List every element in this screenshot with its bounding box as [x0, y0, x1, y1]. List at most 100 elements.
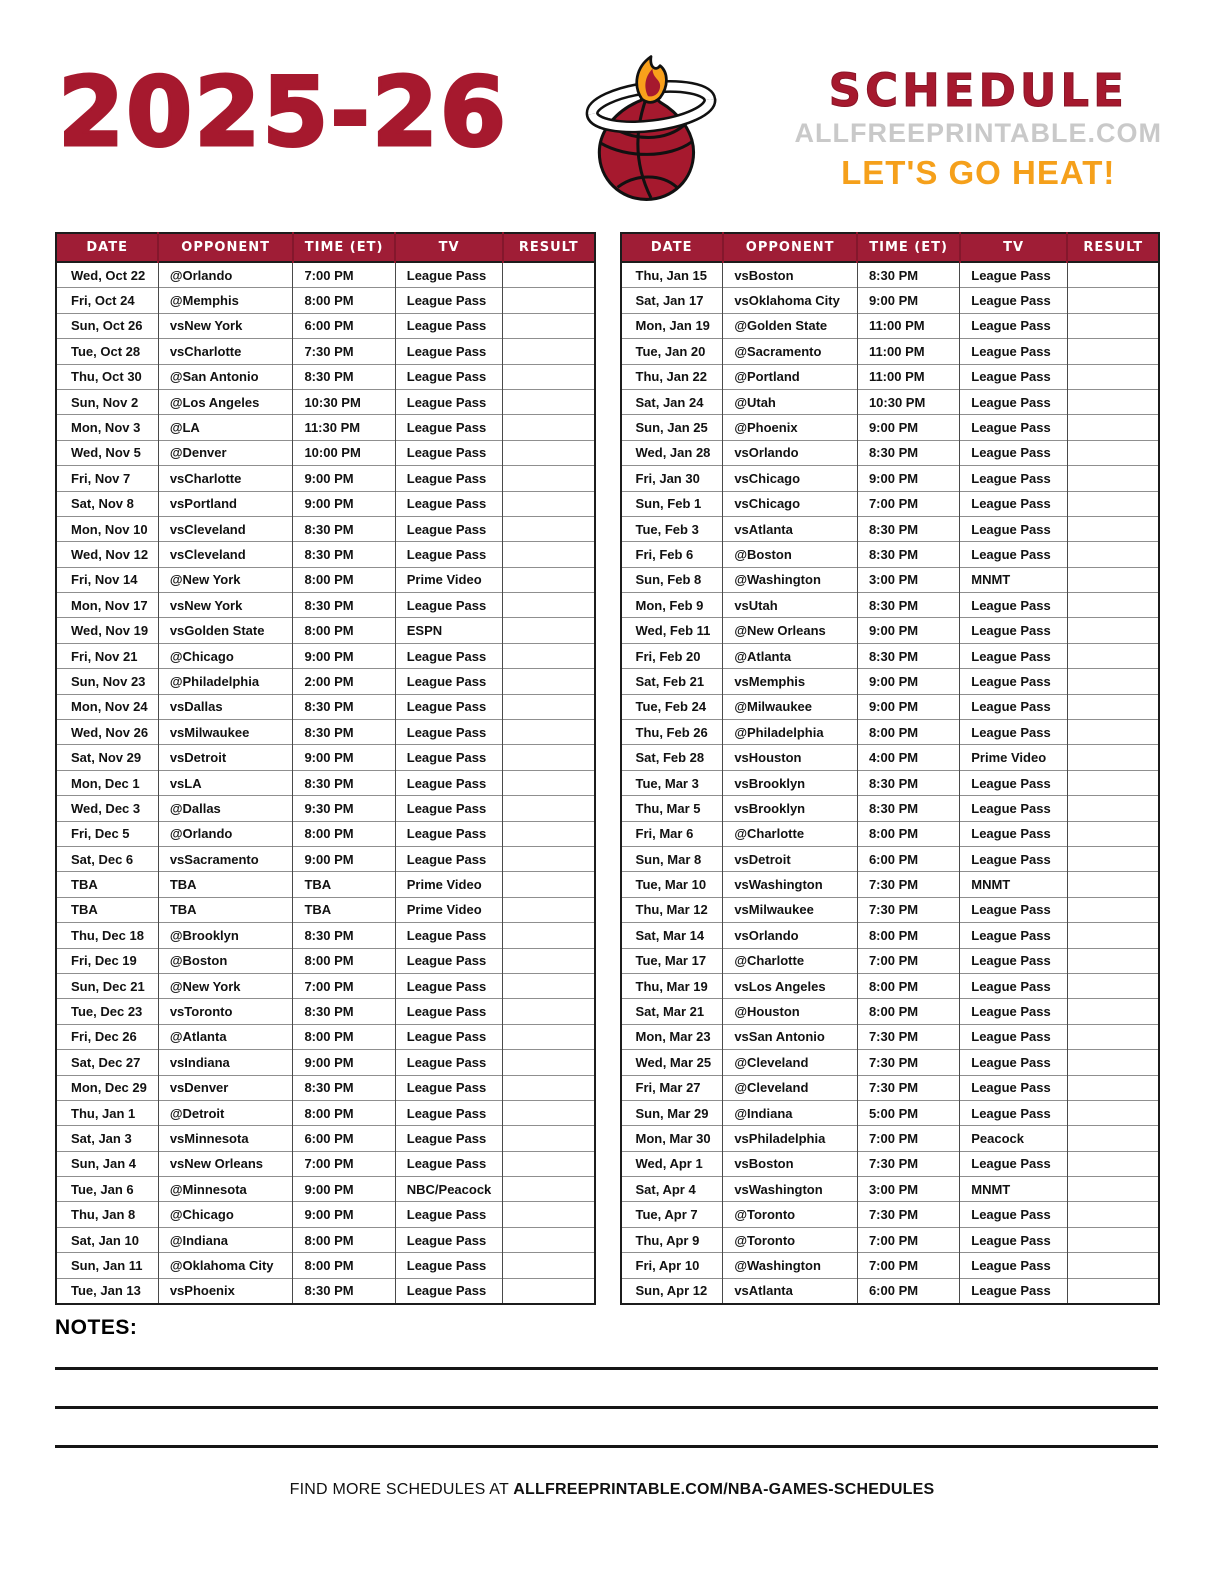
result-cell	[1066, 312, 1159, 339]
table-row: TBA TBA TBA Prime Video	[56, 896, 595, 923]
notes-label: NOTES:	[55, 1316, 138, 1340]
result-cell	[502, 617, 595, 644]
tv-cell: NBC/Peacock	[394, 1176, 503, 1202]
result-cell	[1066, 693, 1159, 720]
tv-cell: MNMT	[959, 871, 1068, 898]
date-cell: Sat, Feb 28	[620, 744, 723, 771]
notes-blank-line-2	[55, 1406, 1158, 1410]
date-cell: Sun, Feb 8	[620, 566, 723, 593]
opponent-cell: vsMinnesota	[157, 1125, 293, 1152]
date-cell: Mon, Mar 23	[620, 1023, 723, 1050]
opponent-cell: @New York	[157, 566, 293, 593]
tv-cell: League Pass	[394, 541, 503, 568]
tv-cell: League Pass	[959, 338, 1068, 365]
tv-cell: League Pass	[394, 338, 503, 365]
table-row: Sat, Mar 21 @Houston 8:00 PM League Pass	[620, 998, 1159, 1025]
tv-cell: League Pass	[394, 414, 503, 441]
time-cell: 8:00 PM	[856, 719, 960, 745]
table-header-row: DATE OPPONENT TIME (ET) TV RESULT	[620, 233, 1159, 262]
tv-cell: League Pass	[959, 795, 1068, 822]
result-cell	[1066, 947, 1159, 974]
tv-cell: League Pass	[394, 515, 503, 542]
result-cell	[502, 719, 595, 745]
result-cell	[502, 693, 595, 720]
time-cell: 8:30 PM	[856, 541, 960, 568]
result-cell	[1066, 1176, 1159, 1202]
table-row: Tue, Dec 23 vsToronto 8:30 PM League Pass	[56, 998, 595, 1025]
time-cell: 8:30 PM	[292, 1074, 396, 1101]
table-row: Thu, Oct 30 @San Antonio 8:30 PM League Pas…	[56, 363, 595, 390]
footer-url: ALLFREEPRINTABLE.COM/NBA-GAMES-SCHEDULES	[513, 1481, 935, 1499]
table-row: Sun, Jan 4 vsNew Orleans 7:00 PM League Pas…	[56, 1150, 595, 1177]
opponent-cell: @Denver	[157, 439, 293, 466]
tv-cell: League Pass	[394, 363, 503, 390]
time-cell: 9:00 PM	[292, 1049, 396, 1075]
opponent-cell: vsCharlotte	[157, 465, 293, 492]
table-row: Mon, Nov 3 @LA 11:30 PM League Pass	[56, 414, 595, 441]
date-cell: Fri, Apr 10	[620, 1252, 723, 1279]
result-cell	[1066, 642, 1159, 669]
col-header-result: RESULT	[501, 233, 595, 262]
footer-text: FIND MORE SCHEDULES AT	[289, 1481, 514, 1499]
time-cell: 8:30 PM	[292, 922, 396, 949]
opponent-cell: vsCleveland	[157, 515, 293, 542]
time-cell: 10:30 PM	[856, 388, 960, 415]
opponent-cell: @Dallas	[157, 795, 293, 822]
result-cell	[1066, 719, 1159, 745]
result-cell	[1066, 261, 1159, 288]
tv-cell: League Pass	[959, 465, 1068, 492]
time-cell: 9:00 PM	[292, 1201, 396, 1228]
tv-cell: League Pass	[394, 1226, 503, 1253]
result-cell	[502, 261, 595, 288]
opponent-cell: @New York	[157, 972, 293, 999]
result-cell	[1066, 972, 1159, 999]
time-cell: 6:00 PM	[292, 312, 396, 339]
result-cell	[502, 287, 595, 314]
time-cell: 9:00 PM	[856, 287, 960, 314]
time-cell: 8:30 PM	[292, 592, 396, 618]
time-cell: 8:30 PM	[856, 769, 960, 796]
opponent-cell: @Atlanta	[157, 1023, 293, 1050]
result-cell	[502, 312, 595, 339]
opponent-cell: vsBoston	[722, 1150, 858, 1177]
tv-cell: League Pass	[394, 312, 503, 339]
time-cell: 8:00 PM	[292, 1226, 396, 1253]
result-cell	[1066, 896, 1159, 923]
time-cell: 8:30 PM	[856, 795, 960, 822]
result-cell	[1066, 1074, 1159, 1101]
time-cell: 8:30 PM	[856, 261, 960, 288]
tv-cell: League Pass	[394, 795, 503, 822]
date-cell: Wed, Mar 25	[620, 1049, 723, 1075]
date-cell: Sat, Jan 24	[620, 388, 723, 415]
table-row: Sun, Mar 29 @Indiana 5:00 PM League Pass	[620, 1099, 1159, 1126]
date-cell: Sun, Nov 2	[56, 388, 159, 415]
tv-cell: League Pass	[394, 693, 503, 720]
date-cell: Mon, Nov 10	[56, 515, 159, 542]
opponent-cell: @Sacramento	[722, 338, 858, 365]
result-cell	[502, 1074, 595, 1101]
opponent-cell: @Orlando	[157, 820, 293, 847]
header: 2025-26	[0, 0, 1224, 210]
table-row: Fri, Dec 5 @Orlando 8:00 PM League Pass	[56, 820, 595, 847]
result-cell	[502, 668, 595, 695]
result-cell	[1066, 592, 1159, 618]
opponent-cell: vsIndiana	[157, 1049, 293, 1075]
opponent-cell: vsDallas	[157, 693, 293, 720]
table-row: Sun, Jan 25 @Phoenix 9:00 PM League Pass	[620, 414, 1159, 441]
time-cell: 9:00 PM	[292, 642, 396, 669]
date-cell: Sun, Oct 26	[56, 312, 159, 339]
col-header-opponent: OPPONENT	[157, 233, 293, 262]
result-cell	[502, 795, 595, 822]
tv-cell: MNMT	[959, 1176, 1068, 1202]
table-row: Sat, Dec 6 vsSacramento 9:00 PM League Pass	[56, 845, 595, 872]
opponent-cell: vsToronto	[157, 998, 293, 1025]
result-cell	[502, 363, 595, 390]
result-cell	[1066, 1125, 1159, 1152]
opponent-cell: vsCleveland	[157, 541, 293, 568]
opponent-cell: @Brooklyn	[157, 922, 293, 949]
date-cell: Tue, Jan 6	[56, 1176, 159, 1202]
time-cell: 9:00 PM	[856, 465, 960, 492]
tagline: LET'S GO HEAT!	[841, 154, 1116, 191]
date-cell: Fri, Oct 24	[56, 287, 159, 314]
time-cell: 8:30 PM	[292, 363, 396, 390]
